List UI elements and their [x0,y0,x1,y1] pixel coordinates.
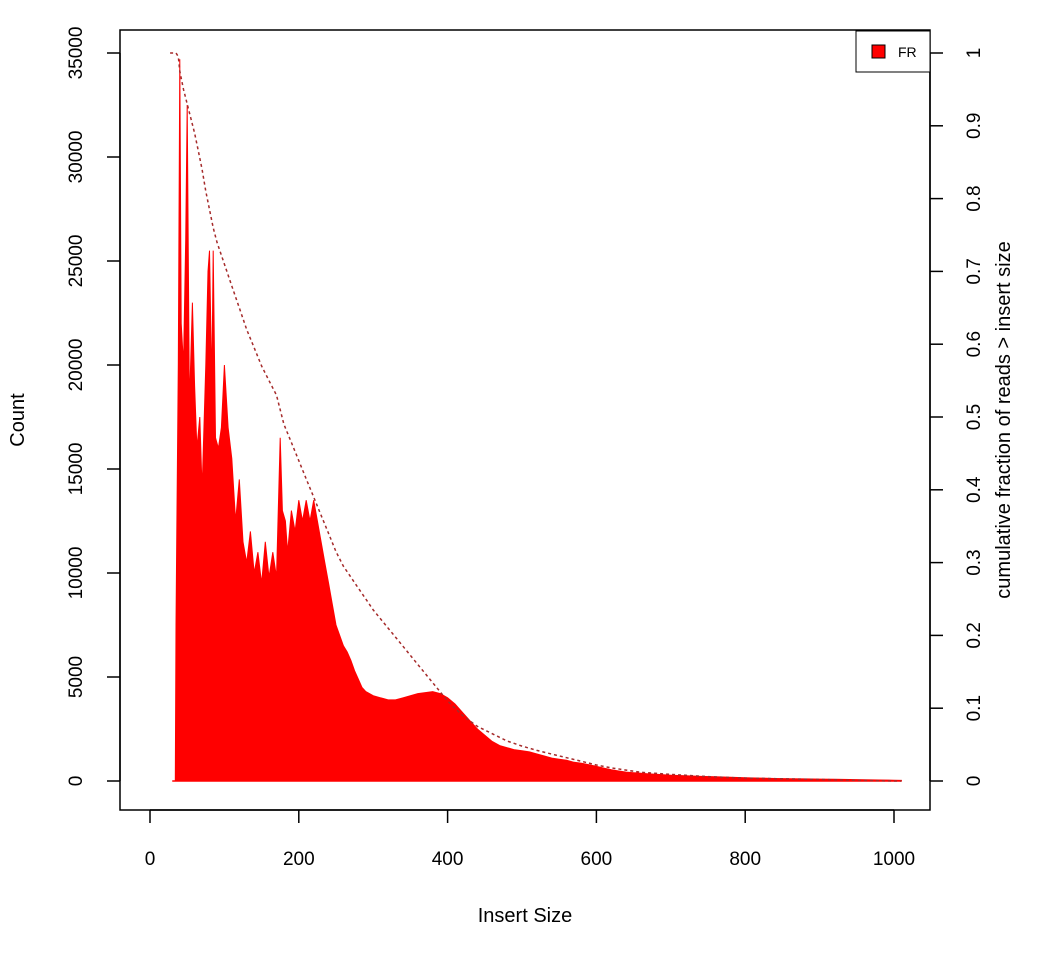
y-tick-label: 0 [66,776,87,787]
x-tick-label: 400 [432,849,464,870]
y2-tick-label: 0 [964,776,985,787]
y-tick-label: 30000 [66,131,87,184]
y-tick-label: 10000 [66,547,87,600]
y2-tick-label: 0.1 [964,695,985,721]
histogram-area [172,59,902,782]
x-axis: 0 200 400 600 800 1000 [145,809,915,870]
y2-tick-label: 1 [964,48,985,59]
x-tick-label: 200 [283,849,315,870]
x-tick-label: 600 [581,849,613,870]
y2-axis-title: cumulative fraction of reads > insert si… [993,241,1015,598]
histogram-layer [172,59,902,782]
legend: FR [855,30,931,73]
legend-label-fr: FR [898,44,917,60]
y2-tick-label: 0.5 [964,404,985,430]
y-tick-label: 25000 [66,235,87,288]
x-axis-title: Insert Size [478,905,572,927]
y-axis-left: 0 5000 10000 15000 20000 25000 30000 35000 [66,27,121,787]
y2-tick-label: 0.8 [964,185,985,211]
y2-tick-label: 0.6 [964,331,985,357]
legend-box [855,30,931,73]
y2-tick-label: 0.2 [964,622,985,648]
y2-tick-label: 0.3 [964,549,985,575]
y-tick-label: 35000 [66,27,87,80]
x-tick-label: 800 [729,849,761,870]
y-axis-right: 0 0.1 0.2 0.3 0.4 0.5 0.6 0.7 0.8 0.9 1 [929,48,985,787]
y-tick-label: 20000 [66,339,87,392]
cumulative-line [170,52,902,782]
legend-swatch-fr [871,44,886,59]
x-tick-label: 1000 [873,849,915,870]
y2-tick-label: 0.4 [964,476,985,503]
y-tick-label: 15000 [66,443,87,496]
y-tick-label: 5000 [66,656,87,698]
y2-tick-label: 0.7 [964,258,985,284]
x-tick-label: 0 [145,849,156,870]
y-axis-title: Count [7,393,29,447]
cumulative-layer [170,52,902,782]
y2-tick-label: 0.9 [964,113,985,139]
